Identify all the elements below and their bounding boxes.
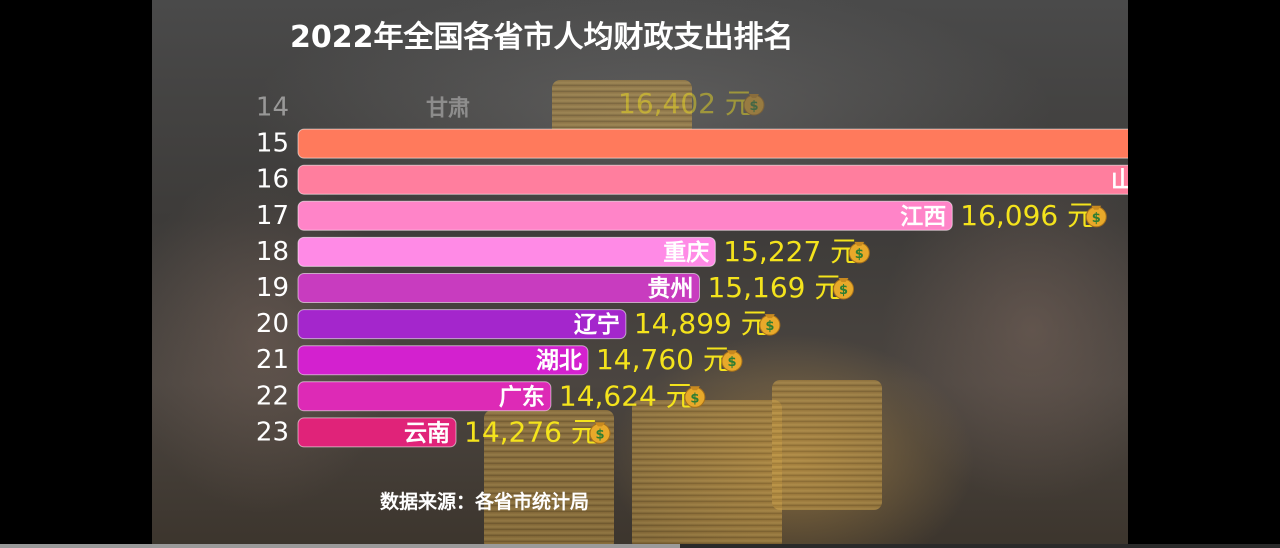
province-label: 重庆 xyxy=(663,239,709,266)
province-label: 贵州 xyxy=(647,276,693,302)
bar xyxy=(297,381,552,412)
money-bag-icon: $ xyxy=(589,422,611,444)
money-bag-icon: $ xyxy=(848,241,870,264)
bar xyxy=(297,417,457,448)
bar-row: 19 贵州 15,169 元$ xyxy=(256,271,854,304)
value-label: 14,276 元 xyxy=(464,415,599,448)
money-bag-knot xyxy=(689,386,700,391)
bar-row: 22 广东 14,624 元$ xyxy=(256,379,706,412)
value-label: 14,624 元 xyxy=(559,379,694,412)
data-source-note: 数据来源：各省市统计局 xyxy=(380,491,590,513)
province-label: 江西 xyxy=(900,204,946,230)
rank-label: 18 xyxy=(256,237,289,267)
value-label: 14,760 元 xyxy=(596,343,731,376)
bar-row: 23 云南 14,276 元$ xyxy=(256,415,611,448)
province-label: 广东 xyxy=(499,383,545,410)
money-bag-knot xyxy=(749,94,759,98)
bar xyxy=(297,164,1128,195)
bar-row: 15陕西17,104 元$ xyxy=(256,128,1128,159)
bar xyxy=(297,128,1128,159)
money-bag-icon: $ xyxy=(832,278,854,300)
rank-label: 19 xyxy=(256,273,289,303)
background-coin-stack xyxy=(632,400,782,548)
dollar-sign: $ xyxy=(690,391,699,406)
bar-row: 20 辽宁 14,899 元$ xyxy=(256,307,781,340)
bar-row: 18 重庆 15,227 元$ xyxy=(256,235,870,268)
dollar-sign: $ xyxy=(765,319,774,334)
money-bag-knot xyxy=(854,241,865,246)
value-label: 16,096 元 xyxy=(960,199,1095,232)
money-bag-knot xyxy=(1091,205,1102,210)
dollar-sign: $ xyxy=(595,427,604,442)
rank-label: 20 xyxy=(256,309,289,339)
money-bag-icon: $ xyxy=(743,94,765,116)
bar xyxy=(297,345,589,376)
bar xyxy=(297,200,953,231)
rank-label: 16 xyxy=(256,165,289,195)
dollar-sign: $ xyxy=(1092,211,1101,226)
value-label: 14,899 元 xyxy=(634,307,769,340)
value-label: 15,169 元 xyxy=(707,271,842,304)
rank-label: 17 xyxy=(256,201,289,231)
money-bag-icon: $ xyxy=(721,350,743,372)
dollar-sign: $ xyxy=(727,355,736,370)
dollar-sign: $ xyxy=(839,283,848,298)
bar-row: 16山西16,869 元$ xyxy=(256,164,1128,195)
bar-row: 17 江西 16,096 元$ xyxy=(256,199,1107,232)
rank-label: 22 xyxy=(256,381,289,411)
money-bag-knot xyxy=(764,314,775,319)
province-label: 辽宁 xyxy=(574,311,620,338)
province-label: 甘肃 xyxy=(426,96,470,122)
rank-label: 14 xyxy=(256,93,289,123)
dollar-sign: $ xyxy=(855,247,864,262)
province-label: 湖北 xyxy=(536,348,582,374)
money-bag-icon: $ xyxy=(1085,205,1107,228)
bar xyxy=(297,273,700,303)
value-label: 15,227 元 xyxy=(723,235,858,268)
rank-label: 21 xyxy=(256,345,289,375)
bar xyxy=(297,309,627,340)
rank-label: 23 xyxy=(256,417,289,447)
bar-row: 21 湖北 14,760 元$ xyxy=(256,343,743,376)
money-bag-knot xyxy=(726,350,737,355)
value-label: 16,402 元 xyxy=(618,87,753,120)
province-label: 山西 xyxy=(1111,168,1128,194)
money-bag-icon: $ xyxy=(684,386,706,408)
money-bag-knot xyxy=(838,278,849,282)
bar-row: 14 甘肃 16,402 元$ xyxy=(256,87,765,123)
background-coin-stack xyxy=(772,380,882,510)
video-progress-bar[interactable] xyxy=(0,544,1280,548)
province-label: 云南 xyxy=(404,420,450,446)
rank-label: 15 xyxy=(256,129,289,159)
chart-title: 2022年全国各省市人均财政支出排名 xyxy=(290,20,794,55)
dollar-sign: $ xyxy=(749,99,758,114)
money-bag-body xyxy=(743,94,765,116)
bar xyxy=(297,236,716,267)
money-bag-icon: $ xyxy=(759,314,781,336)
money-bag-knot xyxy=(595,422,605,427)
